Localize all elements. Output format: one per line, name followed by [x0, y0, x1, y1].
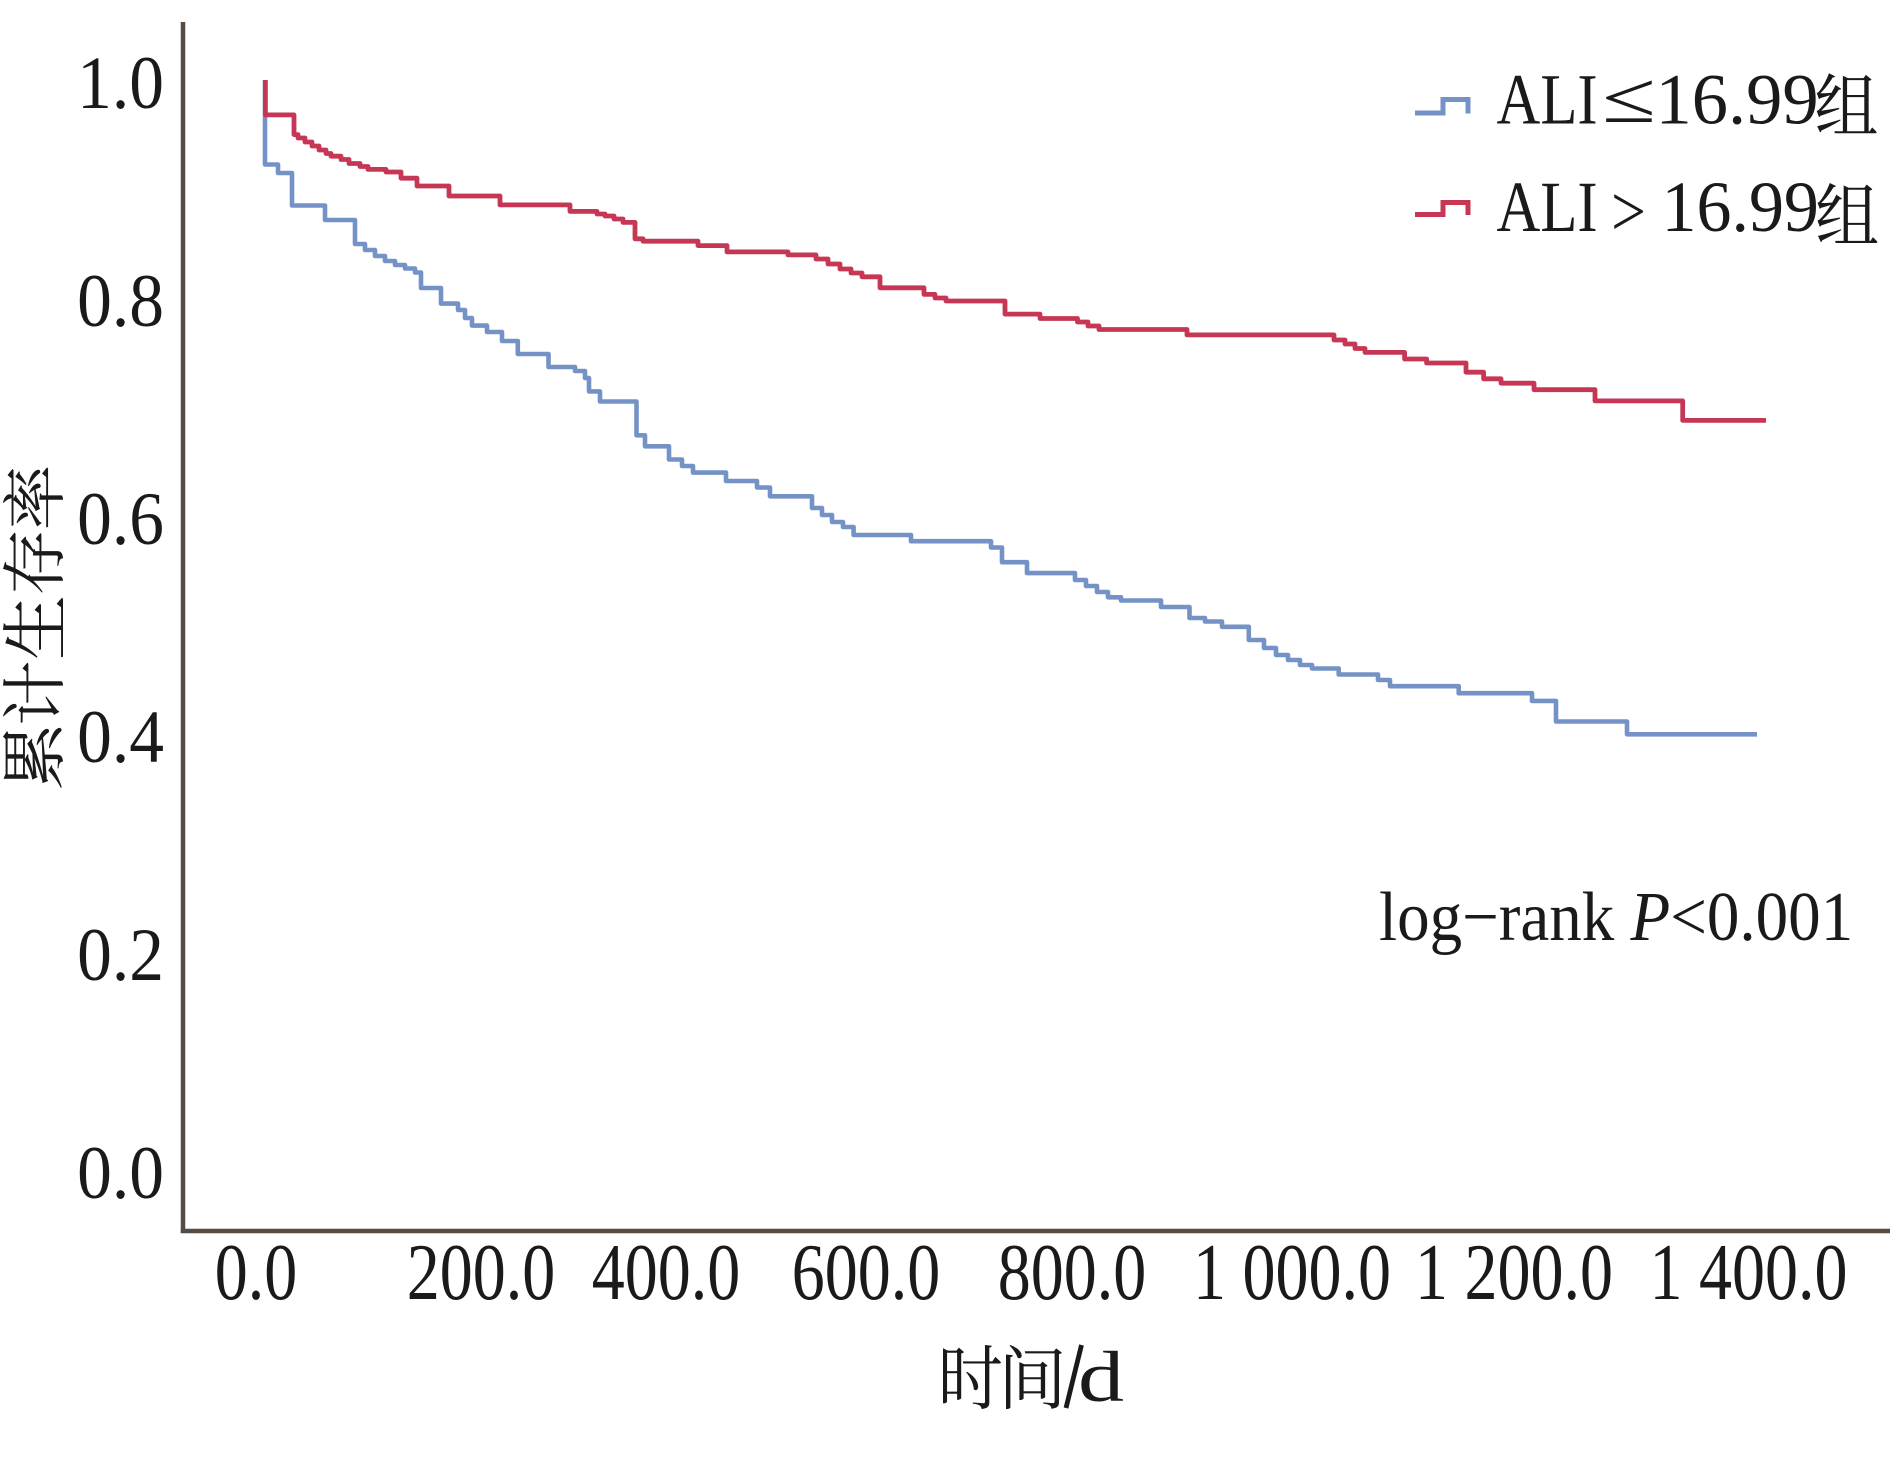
svg-text:ALI: ALI [1497, 59, 1598, 139]
svg-text:16.99: 16.99 [1662, 168, 1819, 247]
svg-text:1 000.0: 1 000.0 [1193, 1227, 1391, 1317]
svg-text:≤: ≤ [1602, 57, 1656, 138]
svg-text:16.99: 16.99 [1656, 58, 1819, 139]
svg-text:800.0: 800.0 [998, 1227, 1147, 1317]
svg-text:0.2: 0.2 [77, 912, 164, 996]
svg-text:600.0: 600.0 [792, 1227, 941, 1317]
svg-text:400.0: 400.0 [592, 1227, 741, 1317]
svg-text:ALI: ALI [1497, 167, 1598, 247]
svg-text:0.6: 0.6 [77, 476, 164, 560]
svg-text:1 200.0: 1 200.0 [1415, 1227, 1613, 1317]
svg-text:0.0: 0.0 [215, 1227, 298, 1317]
svg-text:200.0: 200.0 [407, 1227, 556, 1317]
svg-text:log−rank P<0.001: log−rank P<0.001 [1379, 878, 1853, 956]
svg-text:0.8: 0.8 [77, 258, 164, 342]
svg-text:0.0: 0.0 [77, 1130, 164, 1214]
svg-text:>: > [1611, 171, 1646, 252]
svg-text:0.4: 0.4 [77, 694, 164, 778]
svg-text:1 400.0: 1 400.0 [1649, 1227, 1847, 1317]
svg-text:1.0: 1.0 [77, 40, 164, 124]
svg-text:d: d [1078, 1337, 1124, 1417]
